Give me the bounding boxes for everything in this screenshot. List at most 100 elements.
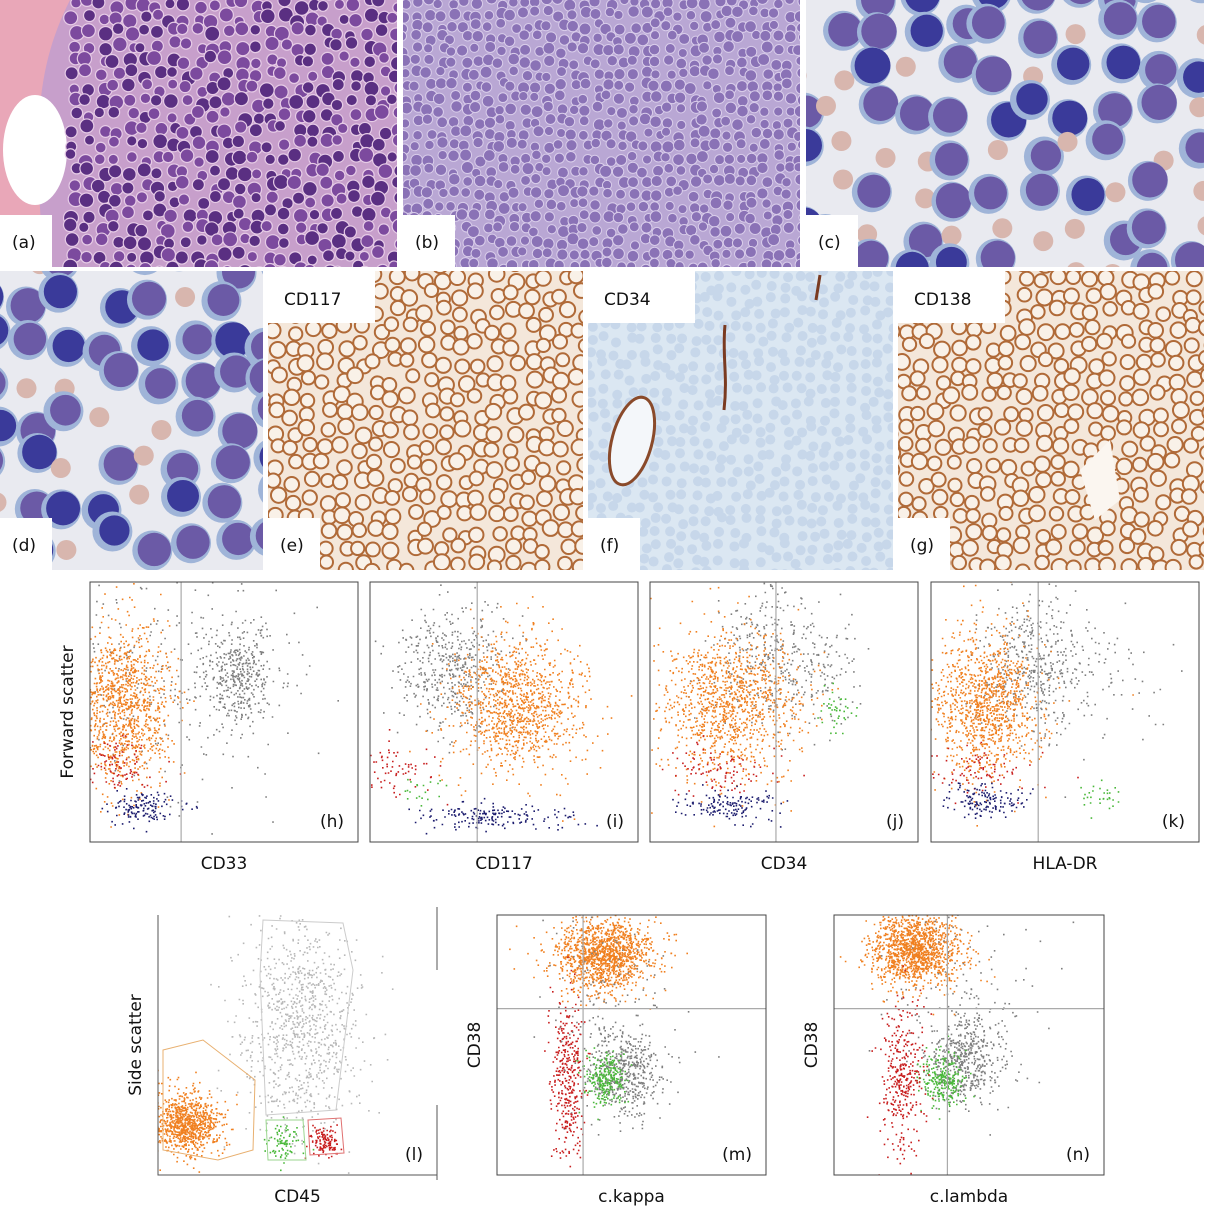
- stain-label: CD117: [284, 290, 341, 310]
- cell: [651, 190, 662, 201]
- cell: [820, 529, 830, 539]
- cell: [519, 405, 534, 420]
- cell: [198, 197, 210, 209]
- cell: [769, 20, 778, 29]
- cell: [1134, 369, 1150, 385]
- cell: [701, 374, 711, 384]
- cell: [554, 153, 564, 163]
- cell: [554, 505, 569, 520]
- cell: [621, 487, 631, 497]
- cell: [471, 360, 485, 374]
- cell: [791, 559, 801, 569]
- cell: [561, 540, 576, 555]
- event-cluster: [408, 798, 597, 835]
- cell: [784, 516, 794, 526]
- cell: [666, 425, 676, 435]
- cell: [140, 93, 150, 103]
- cell: [1051, 269, 1066, 284]
- cell: [712, 108, 722, 118]
- cell: [740, 285, 750, 295]
- cell: [612, 390, 622, 400]
- cell: [209, 96, 222, 109]
- cell: [422, 22, 433, 33]
- cell: [650, 116, 661, 127]
- x-axis-label: HLA-DR: [1033, 854, 1098, 874]
- cell: [652, 571, 662, 581]
- cell: [250, 41, 262, 53]
- cell: [304, 43, 316, 55]
- cell: [508, 53, 520, 65]
- cell: [1148, 454, 1164, 470]
- cell: [912, 454, 927, 469]
- cell: [223, 232, 238, 247]
- cell: [400, 354, 413, 367]
- cell: [579, 105, 590, 116]
- cell: [425, 373, 438, 386]
- cell: [79, 64, 92, 77]
- cell: [700, 292, 710, 302]
- cell: [1066, 270, 1080, 284]
- cell: [1055, 324, 1070, 339]
- cell: [592, 226, 602, 236]
- panel-label: (i): [606, 812, 624, 832]
- cell: [833, 552, 843, 562]
- cell: [384, 442, 399, 457]
- cell: [765, 488, 775, 498]
- cell: [1082, 337, 1096, 351]
- cell: [743, 385, 753, 395]
- cell: [139, 24, 150, 35]
- cell: [849, 360, 859, 370]
- cell: [95, 142, 106, 153]
- cell: [470, 90, 481, 101]
- cell: [387, 12, 398, 23]
- cell: [586, 347, 596, 357]
- cell: [505, 457, 519, 471]
- cell: [590, 59, 600, 69]
- cell: [409, 81, 419, 91]
- cell: [1035, 556, 1049, 570]
- cell: [698, 0, 710, 10]
- cell: [717, 454, 727, 464]
- cell: [660, 450, 670, 460]
- cell: [693, 490, 703, 500]
- cell: [638, 141, 648, 151]
- cell: [503, 341, 518, 356]
- cell: [705, 389, 715, 399]
- cell: [192, 136, 206, 150]
- cell: [678, 363, 688, 373]
- cell: [473, 56, 484, 67]
- cell: [440, 407, 453, 420]
- cell: [966, 359, 980, 373]
- cell: [1082, 271, 1097, 286]
- cell: [676, 489, 686, 499]
- cell: [629, 387, 639, 397]
- cell: [235, 121, 247, 133]
- cell: [289, 327, 302, 340]
- cell: [653, 502, 663, 512]
- nucleus: [828, 13, 862, 47]
- cell: [449, 8, 461, 20]
- cell: [498, 162, 509, 173]
- cell: [361, 28, 373, 40]
- cell: [274, 254, 286, 266]
- cell: [435, 164, 446, 175]
- cell: [307, 255, 317, 265]
- cell: [727, 359, 737, 369]
- cell: [291, 22, 304, 35]
- cell: [437, 137, 448, 148]
- cell: [509, 0, 519, 7]
- cell: [590, 8, 601, 19]
- cell: [846, 396, 856, 406]
- cell: [887, 423, 897, 433]
- cell: [677, 120, 686, 129]
- cell: [463, 177, 473, 187]
- cell: [811, 492, 821, 502]
- cell: [237, 167, 252, 182]
- cell: [401, 69, 410, 78]
- cell: [756, 557, 766, 567]
- cell: [155, 122, 168, 135]
- cell: [556, 353, 569, 366]
- cell: [484, 443, 498, 457]
- cell: [741, 504, 751, 514]
- cell: [573, 571, 583, 581]
